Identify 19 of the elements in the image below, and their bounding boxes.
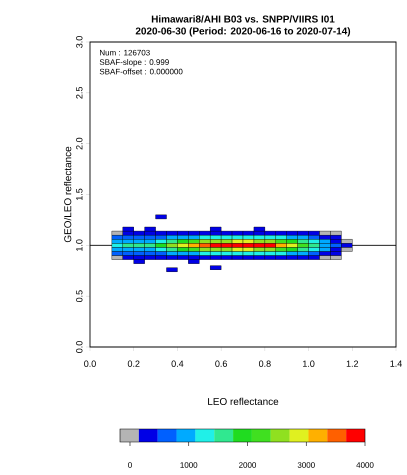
x-axis-title: LEO reflectance [208, 398, 278, 406]
x-tick-label: 0.8 [258, 360, 271, 367]
y-axis-title: GEO/LEO reflectance [64, 146, 72, 242]
y-tick-label: 0.0 [76, 341, 82, 353]
y-tick-label: 1.5 [76, 188, 82, 200]
y-tick-label: 3.0 [76, 36, 82, 48]
x-tick-label: 0.6 [215, 360, 227, 367]
chart-title: Himawari8/AHI B03 vs. SNPP/VIIRS I01 [152, 15, 335, 23]
x-tick-label: 0.0 [84, 360, 96, 367]
y-tick-label: 2.5 [76, 86, 82, 99]
y-tick-label: 1.0 [76, 239, 82, 251]
y-tick-label: 2.0 [76, 138, 82, 150]
x-tick-label: 1.4 [390, 360, 402, 367]
x-tick-label: 0.4 [172, 360, 184, 367]
y-tick-label: 0.5 [76, 290, 82, 302]
x-tick-label: 1.2 [346, 360, 358, 367]
x-tick-label: 0.2 [128, 360, 140, 367]
x-tick-label: 1.0 [303, 360, 314, 367]
chart-subtitle: 2020-06-30 (Period: 2020-06-16 to 2020-07-14) [136, 27, 350, 36]
